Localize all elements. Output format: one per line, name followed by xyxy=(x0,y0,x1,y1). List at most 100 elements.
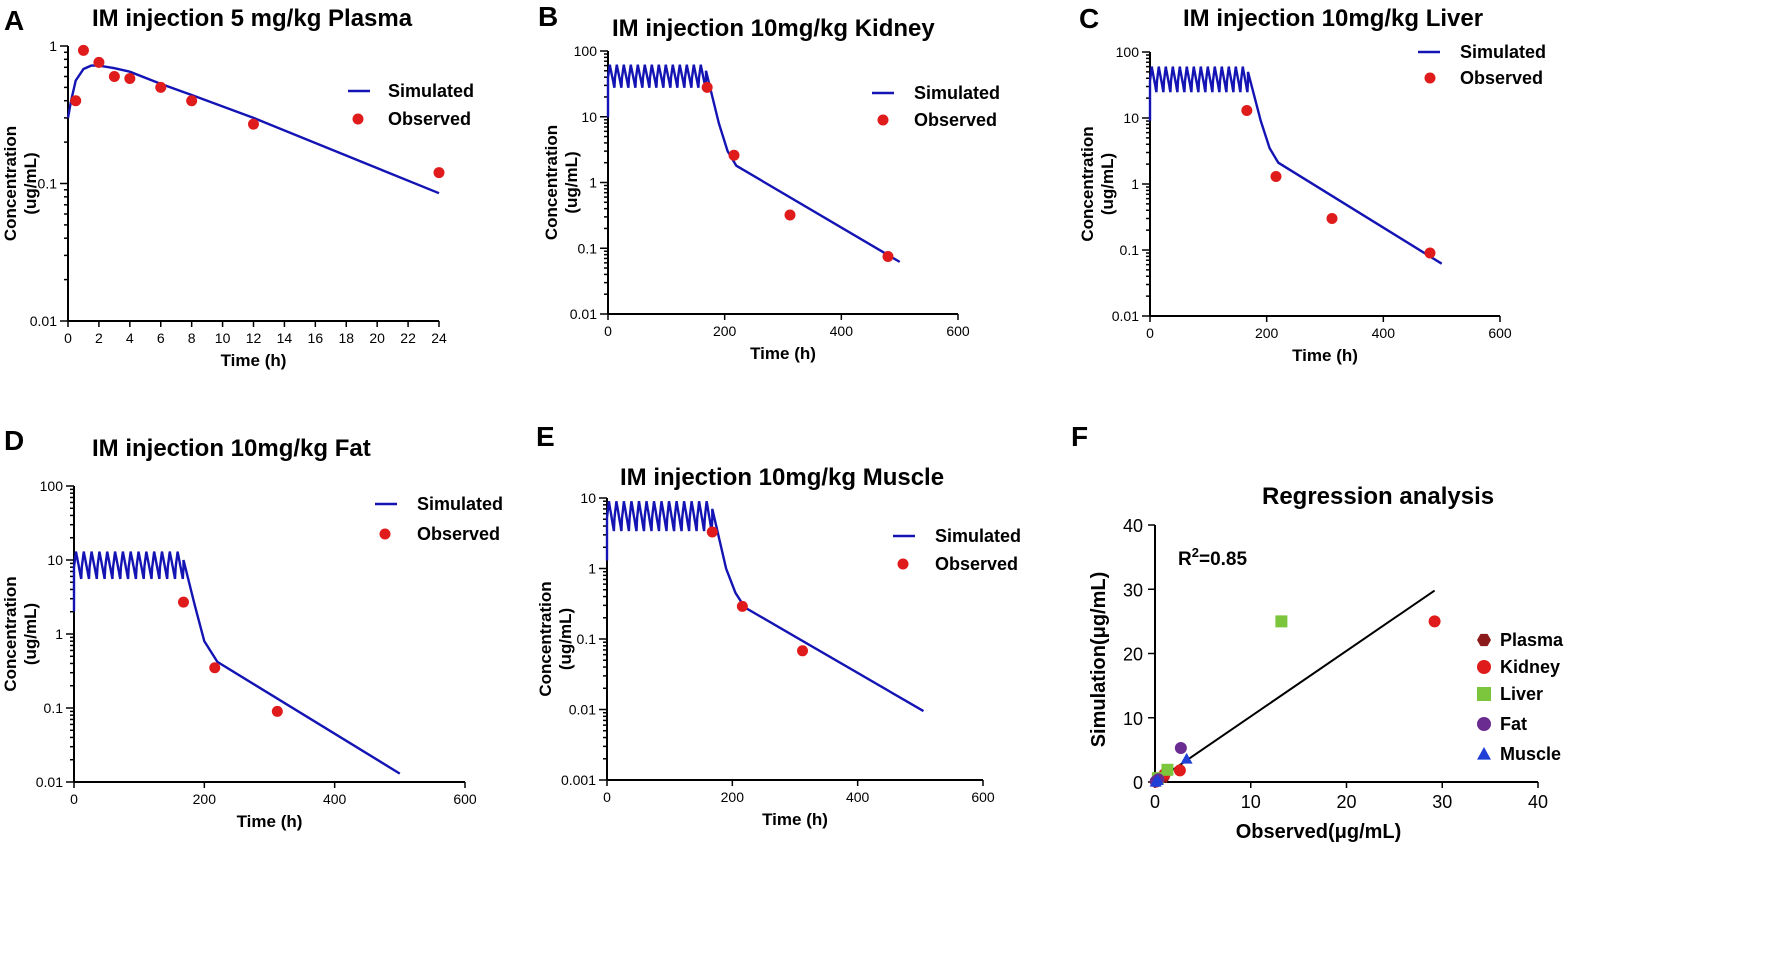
y-tick-label: 1 xyxy=(55,626,63,642)
legend-observed-swatch xyxy=(379,528,391,540)
y-tick-label: 10 xyxy=(1123,709,1143,729)
x-tick-label: 12 xyxy=(246,330,262,346)
chart-title: Regression analysis xyxy=(1262,483,1494,510)
point-muscle xyxy=(1180,752,1193,764)
x-tick-label: 40 xyxy=(1528,792,1548,812)
legend-observed-label: Observed xyxy=(914,110,997,130)
y-tick-label: 0.1 xyxy=(1120,242,1140,258)
simulated-series-line xyxy=(1148,66,1443,265)
y-tick-label: 0.01 xyxy=(570,306,597,322)
observed-point xyxy=(728,149,740,161)
observed-point xyxy=(1270,170,1282,182)
regression-line xyxy=(1154,589,1436,783)
observed-point xyxy=(248,118,259,130)
x-tick-label: 20 xyxy=(1336,792,1356,812)
chart-title: IM injection 10mg/kg Fat xyxy=(92,435,371,462)
x-axis-label: Time (h) xyxy=(750,344,816,363)
y-tick-label: 1 xyxy=(49,38,57,54)
legend-simulated-label: Simulated xyxy=(417,494,503,514)
x-tick-label: 20 xyxy=(369,330,385,346)
point-liver xyxy=(1161,763,1174,776)
point-fat xyxy=(1174,741,1187,754)
legend-simulated-label: Simulated xyxy=(388,81,474,101)
chart-title: IM injection 5 mg/kg Plasma xyxy=(92,5,413,32)
x-axis-label: Time (h) xyxy=(237,812,303,831)
x-tick-label: 16 xyxy=(308,330,324,346)
y-axis-label-units: (ug/mL) xyxy=(556,608,575,670)
legend-observed-label: Observed xyxy=(1460,68,1543,88)
x-tick-label: 24 xyxy=(431,330,447,346)
panel-e: E IM injection 10mg/kg Muscle 0 200 400 600 0.… xyxy=(536,421,1021,829)
panel-b: B IM injection 10mg/kg Kidney 0 200 400 600 0.… xyxy=(538,1,1000,363)
legend-simulated-label: Simulated xyxy=(1460,42,1546,62)
panel-c: C IM injection 10mg/kg Liver 0 200 400 600 0.0… xyxy=(1078,3,1546,365)
x-tick-label: 10 xyxy=(1241,792,1261,812)
simulated-series-line xyxy=(66,64,440,195)
y-tick-label: 0.001 xyxy=(561,772,596,788)
observed-point xyxy=(209,662,221,674)
legend-swatch-kidney xyxy=(1477,660,1491,674)
x-tick-label: 0 xyxy=(1150,792,1160,812)
legend-observed-swatch xyxy=(1424,72,1436,84)
panel-letter: F xyxy=(1071,421,1088,452)
x-axis-label: Time (h) xyxy=(762,810,828,829)
observed-point xyxy=(736,600,748,612)
x-tick-label: 400 xyxy=(323,791,347,807)
y-tick-label: 10 xyxy=(580,490,596,506)
observed-point xyxy=(271,705,283,717)
y-tick-label: 0 xyxy=(1133,773,1143,793)
observed-point xyxy=(186,95,198,107)
legend-swatch-fat xyxy=(1477,717,1491,731)
y-tick-label: 0.1 xyxy=(38,176,58,192)
y-tick-label: 0.01 xyxy=(569,702,596,718)
x-tick-label: 10 xyxy=(215,330,231,346)
panel-letter: D xyxy=(4,425,24,456)
y-tick-label: 40 xyxy=(1123,516,1143,536)
x-tick-label: 14 xyxy=(277,330,293,346)
legend-label-liver: Liver xyxy=(1500,684,1543,704)
y-axis-label: Concentration xyxy=(542,125,561,240)
chart-title: IM injection 10mg/kg Liver xyxy=(1183,5,1483,32)
legend-simulated-label: Simulated xyxy=(935,526,1021,546)
legend-observed-label: Observed xyxy=(388,109,471,129)
legend-simulated-label: Simulated xyxy=(914,83,1000,103)
legend-label-fat: Fat xyxy=(1500,714,1527,734)
x-tick-label: 30 xyxy=(1432,792,1452,812)
x-tick-label: 400 xyxy=(846,789,870,805)
x-tick-label: 0 xyxy=(64,330,72,346)
observed-point xyxy=(1326,213,1338,225)
y-tick-label: 1 xyxy=(588,561,596,577)
y-tick-label: 0.01 xyxy=(30,313,57,329)
legend-observed-label: Observed xyxy=(417,524,500,544)
point-kidney xyxy=(1173,764,1186,777)
y-tick-label: 10 xyxy=(581,109,597,125)
x-tick-label: 0 xyxy=(603,789,611,805)
y-axis-label: Concentration xyxy=(1,576,20,691)
x-tick-label: 0 xyxy=(1146,325,1154,341)
y-tick-label: 0.01 xyxy=(36,774,63,790)
y-axis-label: Simulation(μg/mL) xyxy=(1088,572,1110,748)
observed-point xyxy=(93,56,105,68)
y-axis-label-units: (ug/mL) xyxy=(562,151,581,213)
x-tick-label: 0 xyxy=(70,791,78,807)
panel-d: D IM injection 10mg/kg Fat 0 200 400 600 0.01 0… xyxy=(1,425,503,831)
panel-f: F Regression analysis 0 10 20 30 40 0 10 20 30 40 Ob… xyxy=(1071,421,1564,843)
observed-point xyxy=(882,250,894,262)
x-tick-label: 600 xyxy=(946,323,970,339)
point-kidney xyxy=(1428,615,1441,628)
observed-point xyxy=(433,167,445,179)
x-tick-label: 600 xyxy=(1488,325,1512,341)
observed-point xyxy=(177,596,189,608)
simulated-series-line xyxy=(72,551,401,775)
panel-letter: C xyxy=(1079,3,1099,34)
y-tick-label: 1 xyxy=(1131,176,1139,192)
y-tick-label: 100 xyxy=(40,478,64,494)
y-tick-label: 100 xyxy=(1116,44,1140,60)
y-axis-label-units: (ug/mL) xyxy=(21,152,40,214)
y-tick-label: 1 xyxy=(589,175,597,191)
y-axis-label: Concentration xyxy=(1078,126,1097,241)
x-tick-label: 200 xyxy=(193,791,217,807)
legend-observed-label: Observed xyxy=(935,554,1018,574)
